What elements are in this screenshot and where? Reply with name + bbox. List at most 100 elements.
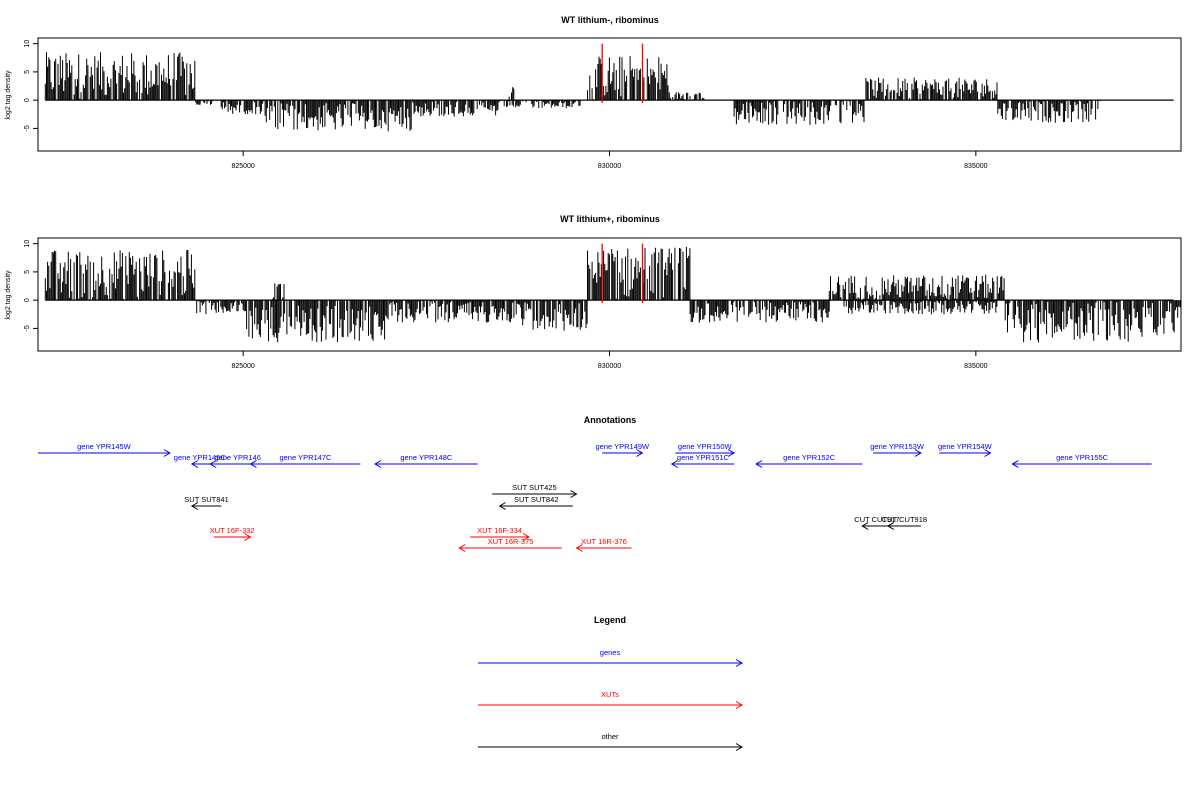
annotations-track: Annotations gene YPR145W gene YPR145C-gen… bbox=[38, 415, 1152, 552]
signal-bar-cluster bbox=[220, 100, 265, 115]
y-axis-label: log2 tag density bbox=[5, 70, 12, 120]
annotation-label: gene YPR147C bbox=[279, 453, 332, 462]
signal-bar-cluster bbox=[865, 77, 998, 101]
annotation-label: SUT SUT425 bbox=[512, 483, 556, 492]
x-tick-label: 825000 bbox=[231, 163, 254, 170]
panel-title: WT lithium-, ribominus bbox=[561, 15, 659, 25]
arrowhead bbox=[735, 743, 743, 751]
annotation-feature: gene YPR154W bbox=[938, 442, 993, 457]
annotation-feature: gene YPR146 bbox=[209, 453, 266, 468]
arrowhead bbox=[374, 460, 382, 468]
signal-bar-cluster bbox=[587, 56, 669, 101]
legend-label: XUTs bbox=[601, 690, 619, 699]
annotation-feature: XUT 16F-332 bbox=[210, 526, 255, 541]
signal-bar-cluster bbox=[195, 100, 214, 105]
signal-bar-cluster bbox=[843, 300, 998, 315]
legend-label: other bbox=[601, 732, 619, 741]
arrowhead bbox=[190, 502, 199, 510]
annotation-feature: SUT SUT842 bbox=[498, 495, 573, 510]
signal-bar-cluster bbox=[1004, 300, 1181, 343]
arrowhead bbox=[1011, 460, 1019, 468]
annotation-label: gene YPR153W bbox=[870, 442, 925, 451]
annotation-feature: gene YPR150W bbox=[675, 442, 736, 457]
x-tick-label: 830000 bbox=[598, 163, 621, 170]
annotation-label: XUT 16F-334 bbox=[477, 526, 522, 535]
signal-bar-cluster bbox=[242, 300, 389, 343]
signal-bar-cluster bbox=[264, 100, 412, 132]
signal-bar-cluster bbox=[272, 283, 285, 301]
y-axis: -5 0 5 10 bbox=[24, 240, 39, 332]
annotation-feature: gene YPR153W bbox=[870, 442, 925, 457]
annotation-label: CUT CUT917 bbox=[854, 515, 899, 524]
arrowhead bbox=[735, 701, 743, 709]
x-axis: 825000 830000 835000 bbox=[231, 150, 988, 170]
annotation-feature: XUT 16R-376 bbox=[575, 537, 632, 552]
annotation-feature: gene YPR145C- bbox=[174, 453, 229, 468]
arrowhead bbox=[727, 449, 736, 457]
annotation-label: XUT 16R-375 bbox=[488, 537, 534, 546]
signal-bar-cluster bbox=[195, 300, 244, 315]
y-tick-label: 5 bbox=[24, 70, 31, 74]
arrowhead bbox=[670, 460, 679, 468]
annotation-label: gene YPR150W bbox=[678, 442, 733, 451]
arrowhead bbox=[190, 460, 199, 468]
highlight-markers bbox=[601, 243, 644, 303]
annotation-feature: gene YPR149W bbox=[595, 442, 650, 457]
arrowhead bbox=[735, 659, 743, 667]
annotation-feature: gene YPR151C bbox=[670, 453, 735, 468]
annotation-label: gene YPR154W bbox=[938, 442, 993, 451]
x-axis: 825000 830000 835000 bbox=[231, 350, 988, 370]
signal-bar-cluster bbox=[997, 100, 1101, 123]
signal-bar-cluster bbox=[521, 300, 588, 331]
annotation-feature: SUT SUT841 bbox=[184, 495, 229, 510]
legend-entry: genes bbox=[478, 648, 743, 667]
x-tick-label: 825000 bbox=[231, 363, 254, 370]
panel-lithium-minus: WT lithium-, ribominus log2 tag density … bbox=[5, 15, 1182, 170]
panel-title: WT lithium+, ribominus bbox=[560, 214, 660, 224]
arrowhead bbox=[498, 502, 506, 510]
arrowhead bbox=[458, 544, 466, 552]
annotation-label: gene YPR145C- bbox=[174, 453, 229, 462]
signal-bar-cluster bbox=[587, 246, 691, 301]
annotation-features: gene YPR145W gene YPR145C-gene YPR146 gene… bbox=[38, 442, 1152, 552]
signal-bars bbox=[44, 246, 1181, 343]
annotation-label: SUT SUT841 bbox=[184, 495, 228, 504]
arrowhead bbox=[914, 449, 922, 457]
arrowhead bbox=[570, 490, 578, 498]
signal-bars bbox=[44, 52, 1174, 132]
arrowhead bbox=[209, 460, 217, 468]
annotation-feature: XUT 16R-375 bbox=[458, 537, 562, 552]
arrowhead bbox=[249, 460, 257, 468]
arrowhead bbox=[755, 460, 763, 468]
signal-bar-cluster bbox=[389, 300, 522, 323]
arrowhead bbox=[163, 449, 171, 457]
signal-bar-cluster bbox=[412, 100, 500, 117]
x-tick-label: 835000 bbox=[964, 363, 987, 370]
signal-bar-cluster bbox=[828, 274, 1005, 301]
signal-bar-cluster bbox=[689, 300, 830, 323]
annotation-feature: gene YPR148C bbox=[374, 453, 478, 468]
annotation-label: XUT 16R-376 bbox=[581, 537, 627, 546]
signal-bar-cluster bbox=[44, 249, 196, 301]
y-tick-label: 5 bbox=[24, 270, 31, 274]
annotation-feature: CUT CUT918 bbox=[882, 515, 927, 530]
annotation-feature: XUT 16F-334 bbox=[470, 526, 530, 541]
legend-entry: XUTs bbox=[478, 690, 743, 709]
legend-label: genes bbox=[600, 648, 621, 657]
arrowhead bbox=[636, 449, 644, 457]
annotation-feature: gene YPR152C bbox=[755, 453, 863, 468]
x-tick-label: 830000 bbox=[598, 363, 621, 370]
signal-bar-cluster bbox=[733, 100, 865, 125]
annotation-feature: CUT CUT917 bbox=[854, 515, 900, 530]
annotation-feature: gene YPR145W bbox=[38, 442, 171, 457]
annotation-feature: gene YPR147C bbox=[249, 453, 361, 468]
legend-entry: other bbox=[478, 732, 743, 751]
annotation-label: gene YPR155C bbox=[1056, 453, 1109, 462]
annotation-label: gene YPR148C bbox=[400, 453, 453, 462]
arrowhead bbox=[244, 533, 252, 541]
annotation-label: SUT SUT842 bbox=[514, 495, 558, 504]
signal-bar-cluster bbox=[668, 92, 705, 101]
annotation-label: CUT CUT918 bbox=[882, 515, 927, 524]
arrowhead bbox=[984, 449, 992, 457]
